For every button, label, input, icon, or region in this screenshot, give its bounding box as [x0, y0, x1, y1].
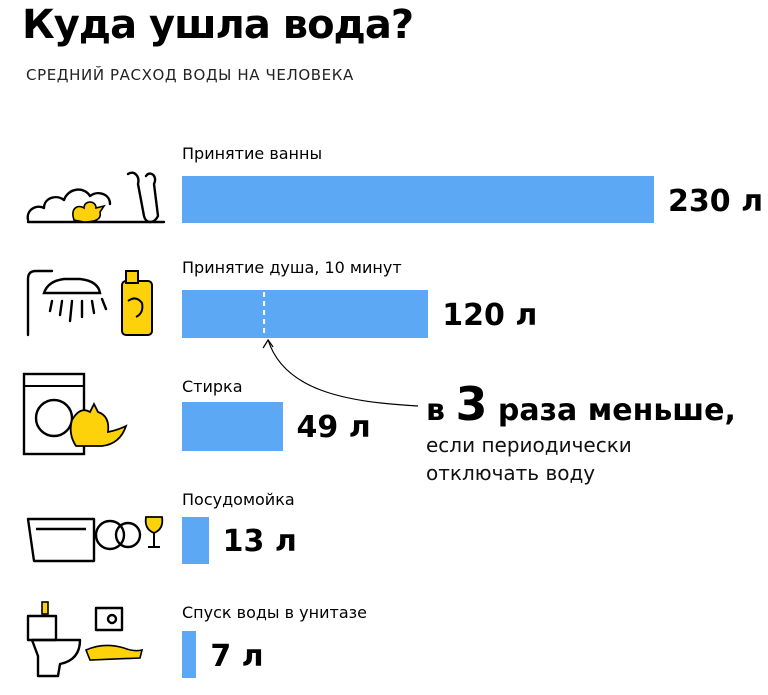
- chart-subtitle: СРЕДНИЙ РАСХОД ВОДЫ НА ЧЕЛОВЕКА: [26, 66, 354, 84]
- value-label-dishwasher: 13 л: [222, 524, 297, 559]
- bar-shower: [182, 290, 429, 338]
- value-label-laundry: 49 л: [296, 410, 371, 445]
- annotation-number: 3: [455, 377, 488, 431]
- annotation-headline: в 3 раза меньше,: [426, 381, 736, 431]
- annotation-callout: в 3 раза меньше, если периодически отклю…: [426, 381, 736, 487]
- value-label-toilet: 7 л: [210, 639, 264, 674]
- shower-icon: [26, 269, 153, 337]
- bar-toilet: [182, 631, 197, 678]
- chart-title: Куда ушла вода?: [22, 2, 414, 48]
- bar-laundry: [182, 402, 283, 451]
- category-label-shower: Принятие душа, 10 минут: [182, 258, 402, 277]
- bar-dishwasher: [182, 517, 209, 564]
- value-label-shower: 120 л: [442, 298, 538, 333]
- bath-icon: [26, 171, 166, 224]
- dishwasher-icon: [26, 516, 164, 563]
- category-label-bath: Принятие ванны: [182, 144, 323, 163]
- annotation-arrow-head: [262, 338, 274, 349]
- value-label-bath: 230 л: [668, 184, 764, 219]
- category-label-dishwasher: Посудомойка: [182, 490, 295, 509]
- annotation-line-1: если периодически: [426, 433, 632, 457]
- category-label-laundry: Стирка: [182, 377, 243, 396]
- toilet-icon: [26, 601, 144, 678]
- washing-machine-icon: [22, 372, 128, 456]
- category-label-toilet: Спуск воды в унитазе: [182, 603, 367, 622]
- annotation-prefix: в: [426, 393, 445, 428]
- annotation-line-2: отключать воду: [426, 461, 596, 485]
- annotation-suffix: раза меньше,: [497, 393, 736, 428]
- bar-bath: [182, 176, 654, 223]
- annotation-arrow: [267, 339, 419, 407]
